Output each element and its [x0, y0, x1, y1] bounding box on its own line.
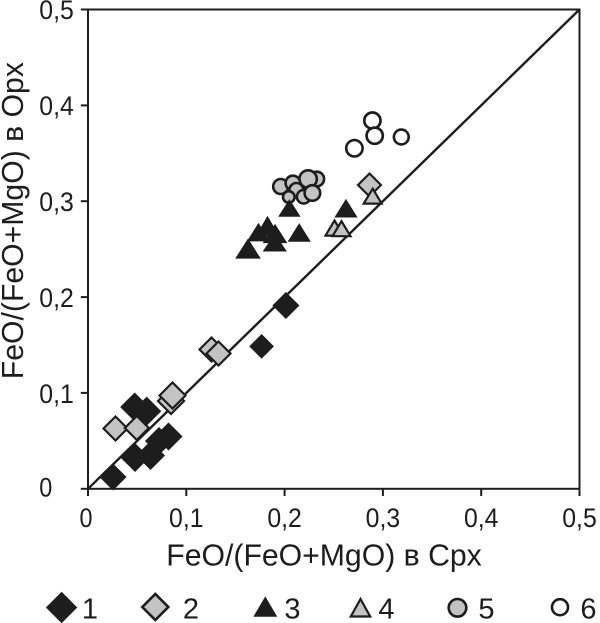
- svg-text:4: 4: [378, 593, 394, 623]
- svg-text:0: 0: [80, 503, 93, 533]
- svg-text:3: 3: [284, 593, 300, 623]
- svg-text:0,4: 0,4: [464, 503, 499, 533]
- svg-text:2: 2: [183, 593, 199, 623]
- svg-text:FeO/(FeO+MgO) в Opx: FeO/(FeO+MgO) в Opx: [0, 62, 30, 379]
- svg-text:0,1: 0,1: [169, 503, 204, 533]
- svg-text:0,5: 0,5: [562, 503, 597, 533]
- svg-text:1: 1: [82, 593, 98, 623]
- svg-text:0,3: 0,3: [39, 187, 74, 217]
- svg-text:0,4: 0,4: [39, 91, 74, 121]
- svg-text:6: 6: [580, 593, 596, 623]
- svg-text:0,5: 0,5: [39, 0, 74, 25]
- svg-text:0,3: 0,3: [366, 503, 401, 533]
- svg-text:0,2: 0,2: [39, 283, 74, 313]
- svg-text:0,2: 0,2: [267, 503, 302, 533]
- svg-text:0,1: 0,1: [39, 379, 74, 409]
- svg-text:0: 0: [39, 473, 52, 503]
- svg-text:5: 5: [478, 593, 494, 623]
- svg-text:FeO/(FeO+MgO) в Cpx: FeO/(FeO+MgO) в Cpx: [166, 540, 481, 573]
